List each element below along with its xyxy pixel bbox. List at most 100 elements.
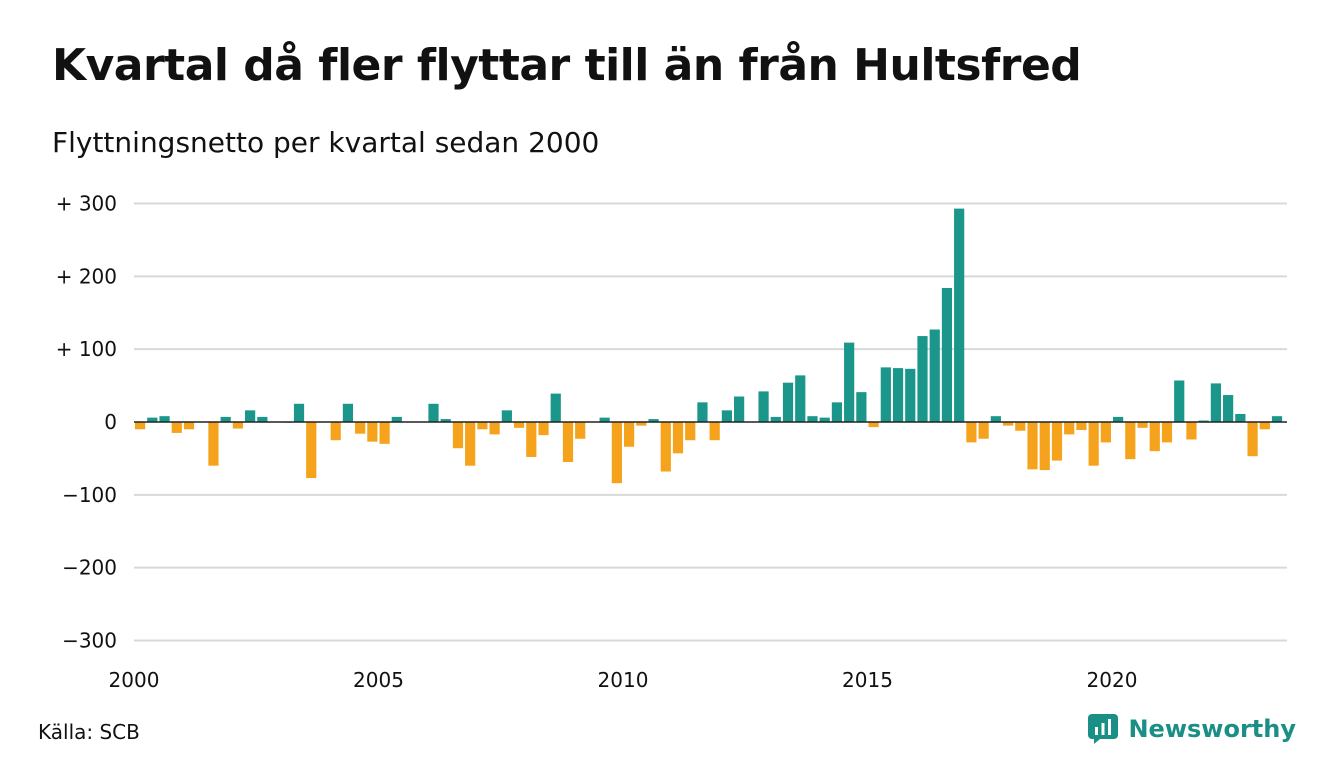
bar [330, 422, 341, 441]
bar [183, 422, 195, 430]
bar [1174, 380, 1185, 422]
bar [293, 403, 305, 422]
bar [355, 422, 366, 434]
y-tick-label: + 200 [56, 264, 117, 288]
bar [905, 368, 916, 422]
y-tick-label: −100 [62, 483, 117, 507]
bar [599, 417, 610, 422]
bar [611, 422, 622, 484]
bar [1100, 422, 1111, 443]
bar [1064, 422, 1075, 435]
bar [1271, 416, 1283, 422]
bar [1223, 395, 1234, 422]
bar [1113, 416, 1124, 422]
bar [807, 416, 818, 422]
bar [1161, 422, 1173, 443]
bar [1027, 422, 1038, 470]
axes: + 300 + 200 + 100 0 −100 −200 −300 2000 2005 2010… [56, 192, 1287, 692]
bar [501, 410, 512, 422]
bar [1002, 422, 1014, 426]
x-tick-label: 2015 [842, 668, 893, 692]
y-tick-label: −300 [62, 628, 117, 652]
bar [159, 416, 170, 422]
bar [1125, 422, 1136, 460]
bar [941, 287, 953, 422]
bar [624, 422, 635, 447]
bar [978, 422, 989, 439]
bar [795, 375, 806, 422]
bar [232, 422, 243, 429]
bar [917, 336, 928, 422]
bar [721, 410, 732, 422]
bar [477, 422, 488, 430]
bar [575, 422, 586, 439]
bar [709, 422, 720, 441]
bar [770, 416, 781, 422]
x-tick-label: 2005 [353, 668, 404, 692]
bar [465, 422, 476, 466]
brand-name: Newsworthy [1128, 715, 1296, 743]
bar [856, 392, 867, 422]
bar [257, 416, 268, 422]
bar [550, 393, 561, 422]
bar [1076, 422, 1087, 431]
bar [844, 342, 855, 422]
bar [660, 422, 671, 472]
bar [685, 422, 696, 441]
bar [1235, 413, 1246, 422]
bar [379, 422, 390, 444]
bar [489, 422, 500, 435]
bar [428, 403, 439, 422]
bar [1149, 422, 1160, 452]
bar [440, 419, 451, 422]
x-tick-label: 2020 [1087, 668, 1138, 692]
bar [1051, 422, 1063, 461]
bar [1039, 422, 1050, 471]
bar [966, 422, 977, 443]
bar [880, 367, 891, 422]
gridlines [134, 202, 1287, 642]
bar [513, 422, 525, 428]
bar [819, 417, 830, 422]
brand-logo[interactable]: Newsworthy [1088, 714, 1296, 744]
bar [526, 422, 537, 457]
bar [342, 403, 354, 422]
bar [171, 422, 182, 433]
x-tick-label: 2000 [109, 668, 160, 692]
bar [562, 422, 574, 463]
bar [135, 422, 146, 430]
bars [135, 208, 1283, 484]
bar [538, 422, 549, 436]
bar [1015, 422, 1026, 431]
bar [782, 382, 794, 422]
bar [1259, 422, 1270, 430]
bar [147, 417, 158, 422]
bar [1137, 422, 1148, 428]
bar [697, 402, 708, 422]
chart-subtitle: Flyttningsnetto per kvartal sedan 2000 [52, 126, 600, 159]
bar [367, 422, 378, 442]
bar [1210, 383, 1221, 422]
bar [929, 329, 940, 422]
bar [672, 422, 684, 454]
y-tick-label: 0 [104, 410, 117, 434]
source-label: Källa: SCB [38, 720, 140, 744]
y-tick-label: + 300 [56, 192, 117, 216]
bar [990, 416, 1001, 422]
bar [758, 391, 769, 422]
bar [1088, 422, 1099, 466]
chart-title: Kvartal då fler flyttar till än från Hul… [52, 40, 1082, 91]
bar [391, 416, 402, 422]
bar [245, 410, 256, 422]
bar [734, 396, 745, 422]
bar [636, 422, 647, 426]
bar [831, 402, 843, 422]
bar [1186, 422, 1197, 440]
y-tick-label: + 100 [56, 337, 117, 361]
bar [892, 368, 904, 422]
bar [220, 416, 231, 422]
bar [208, 422, 219, 466]
bar [452, 422, 464, 449]
bar [868, 422, 879, 428]
